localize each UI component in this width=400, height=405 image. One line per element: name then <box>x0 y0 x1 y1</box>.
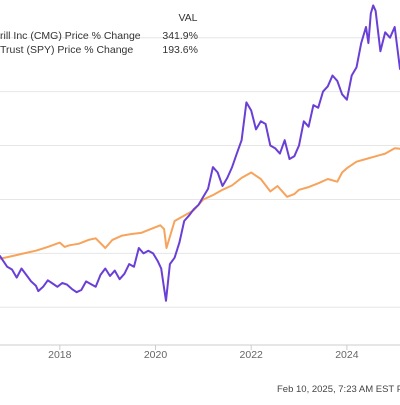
series-line-cmg <box>0 4 400 302</box>
legend: VAL rill Inc (CMG) Price % Change 341.9%… <box>0 12 198 56</box>
x-tick-label-2022: 2022 <box>240 349 264 361</box>
x-tick-label-2020: 2020 <box>144 349 168 361</box>
grid-lines <box>0 37 400 346</box>
footer-timestamp: Feb 10, 2025, 7:23 AM EST Powere <box>277 384 400 395</box>
series-lines <box>0 4 400 302</box>
legend-series-spy-value: 193.6% <box>162 44 198 56</box>
x-tick-label-2018: 2018 <box>48 349 72 361</box>
legend-header: VAL <box>178 12 197 24</box>
x-tick-label-2024: 2024 <box>335 349 359 361</box>
legend-series-cmg-value: 341.9% <box>162 30 198 42</box>
legend-series-cmg-label: rill Inc (CMG) Price % Change <box>0 30 141 42</box>
series-line-spy <box>0 147 400 260</box>
legend-series-spy-label: Trust (SPY) Price % Change <box>0 44 133 56</box>
x-axis-ticks: 2018 2020 2022 2024 <box>48 345 359 361</box>
